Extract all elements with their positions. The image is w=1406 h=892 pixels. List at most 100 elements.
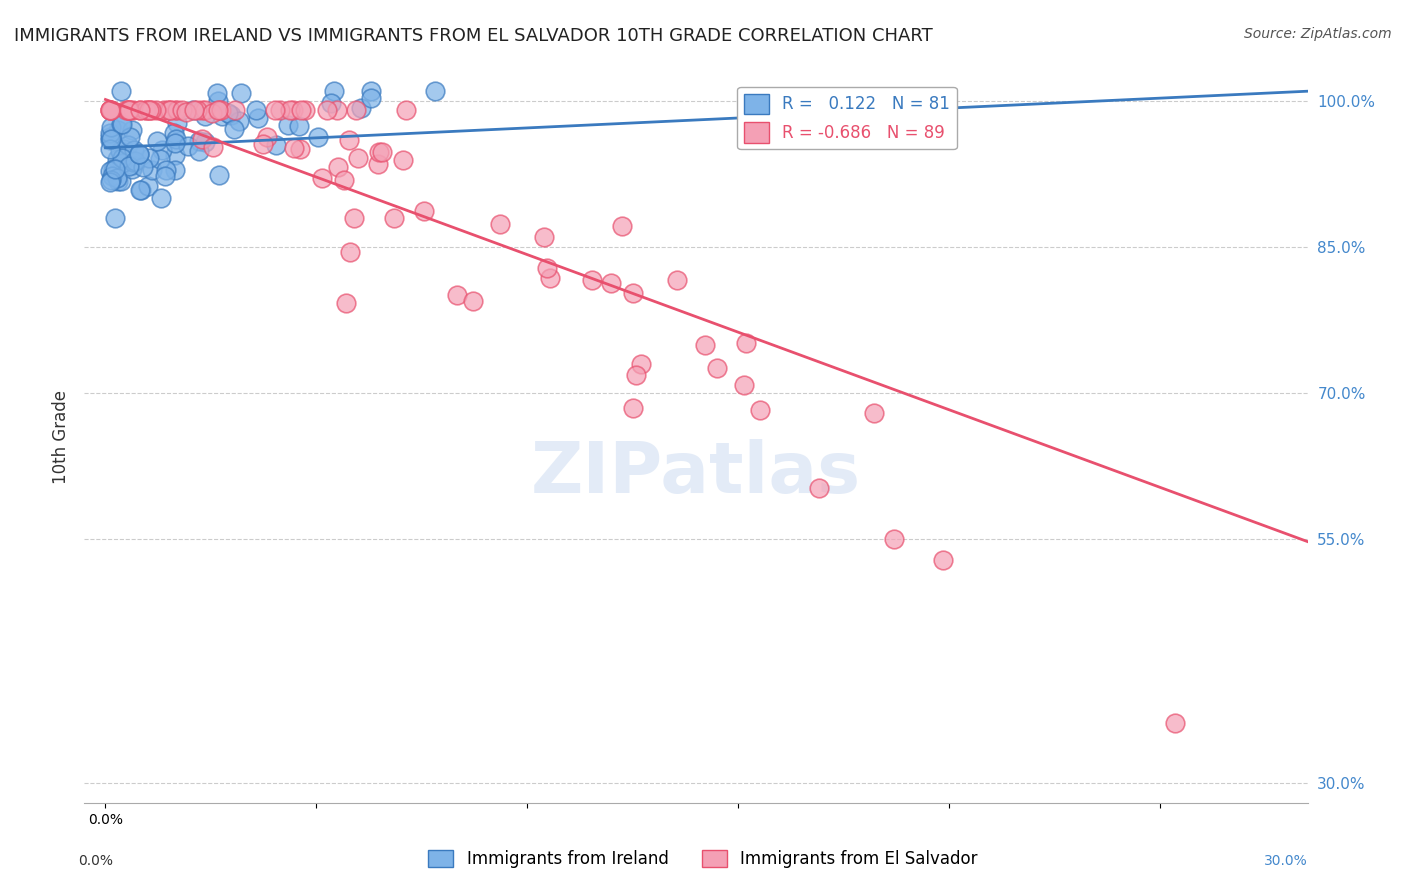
Point <box>391 153 413 167</box>
Point <box>360 84 382 98</box>
Point <box>315 103 337 118</box>
Point <box>100 120 122 135</box>
Point <box>110 84 132 98</box>
Point <box>146 134 169 148</box>
Point <box>228 114 250 128</box>
Point <box>382 211 405 225</box>
Point <box>138 103 160 118</box>
Point <box>100 173 122 187</box>
Point <box>311 171 333 186</box>
Point <box>264 103 287 118</box>
Point <box>321 96 343 111</box>
Point <box>122 158 145 172</box>
Point <box>335 296 357 310</box>
Point <box>208 103 231 118</box>
Point <box>111 156 134 170</box>
Point <box>423 84 446 98</box>
Point <box>135 103 157 118</box>
Y-axis label: 10th Grade: 10th Grade <box>52 390 70 484</box>
Point <box>118 160 141 174</box>
Point <box>808 481 831 495</box>
Point <box>166 115 188 129</box>
Point <box>343 211 366 226</box>
Point <box>266 137 288 152</box>
Point <box>290 103 312 118</box>
Point <box>108 144 131 158</box>
Point <box>488 217 510 231</box>
Point <box>166 131 188 145</box>
Point <box>333 173 356 187</box>
Point <box>104 211 127 225</box>
Point <box>734 336 756 351</box>
Point <box>461 293 484 308</box>
Point <box>129 103 152 118</box>
Point <box>201 140 224 154</box>
Point <box>129 183 152 197</box>
Point <box>120 130 142 145</box>
Point <box>98 126 121 140</box>
Point <box>326 160 349 174</box>
Point <box>191 132 214 146</box>
Point <box>100 103 122 118</box>
Point <box>883 532 905 546</box>
Point <box>104 161 127 176</box>
Point <box>124 154 146 169</box>
Point <box>337 133 360 147</box>
Point <box>207 87 229 101</box>
Point <box>105 171 128 186</box>
Point <box>162 126 184 140</box>
Point <box>370 145 392 160</box>
Point <box>621 401 644 415</box>
Point <box>121 123 143 137</box>
Point <box>194 108 217 122</box>
Point <box>863 406 886 420</box>
Point <box>132 160 155 174</box>
Point <box>283 141 305 155</box>
Point <box>247 111 270 125</box>
Point <box>166 103 188 118</box>
Point <box>252 137 274 152</box>
Point <box>181 103 204 117</box>
Point <box>117 103 139 118</box>
Point <box>139 103 162 118</box>
Point <box>128 146 150 161</box>
Point <box>98 175 121 189</box>
Point <box>347 152 370 166</box>
Point <box>932 552 955 566</box>
Point <box>139 103 162 118</box>
Point <box>219 108 242 122</box>
Point <box>269 103 291 118</box>
Point <box>294 103 316 118</box>
Point <box>138 152 160 166</box>
Point <box>278 103 301 118</box>
Point <box>120 103 142 118</box>
Point <box>163 148 186 162</box>
Point <box>153 103 176 118</box>
Point <box>159 103 181 118</box>
Point <box>122 143 145 157</box>
Point <box>209 103 232 118</box>
Point <box>733 377 755 392</box>
Point <box>155 163 177 178</box>
Point <box>211 109 233 123</box>
Point <box>208 169 231 183</box>
Point <box>107 123 129 137</box>
Point <box>141 163 163 178</box>
Text: 0.0%: 0.0% <box>79 854 114 868</box>
Point <box>170 103 193 118</box>
Point <box>207 94 229 108</box>
Point <box>187 145 209 159</box>
Point <box>344 103 367 118</box>
Point <box>224 103 246 118</box>
Point <box>138 179 160 194</box>
Point <box>101 169 124 184</box>
Point <box>122 103 145 118</box>
Point <box>229 86 252 100</box>
Point <box>98 103 121 118</box>
Point <box>121 161 143 176</box>
Point <box>695 338 717 352</box>
Point <box>283 103 305 118</box>
Point <box>395 103 418 118</box>
Point <box>621 285 644 300</box>
Point <box>256 130 278 145</box>
